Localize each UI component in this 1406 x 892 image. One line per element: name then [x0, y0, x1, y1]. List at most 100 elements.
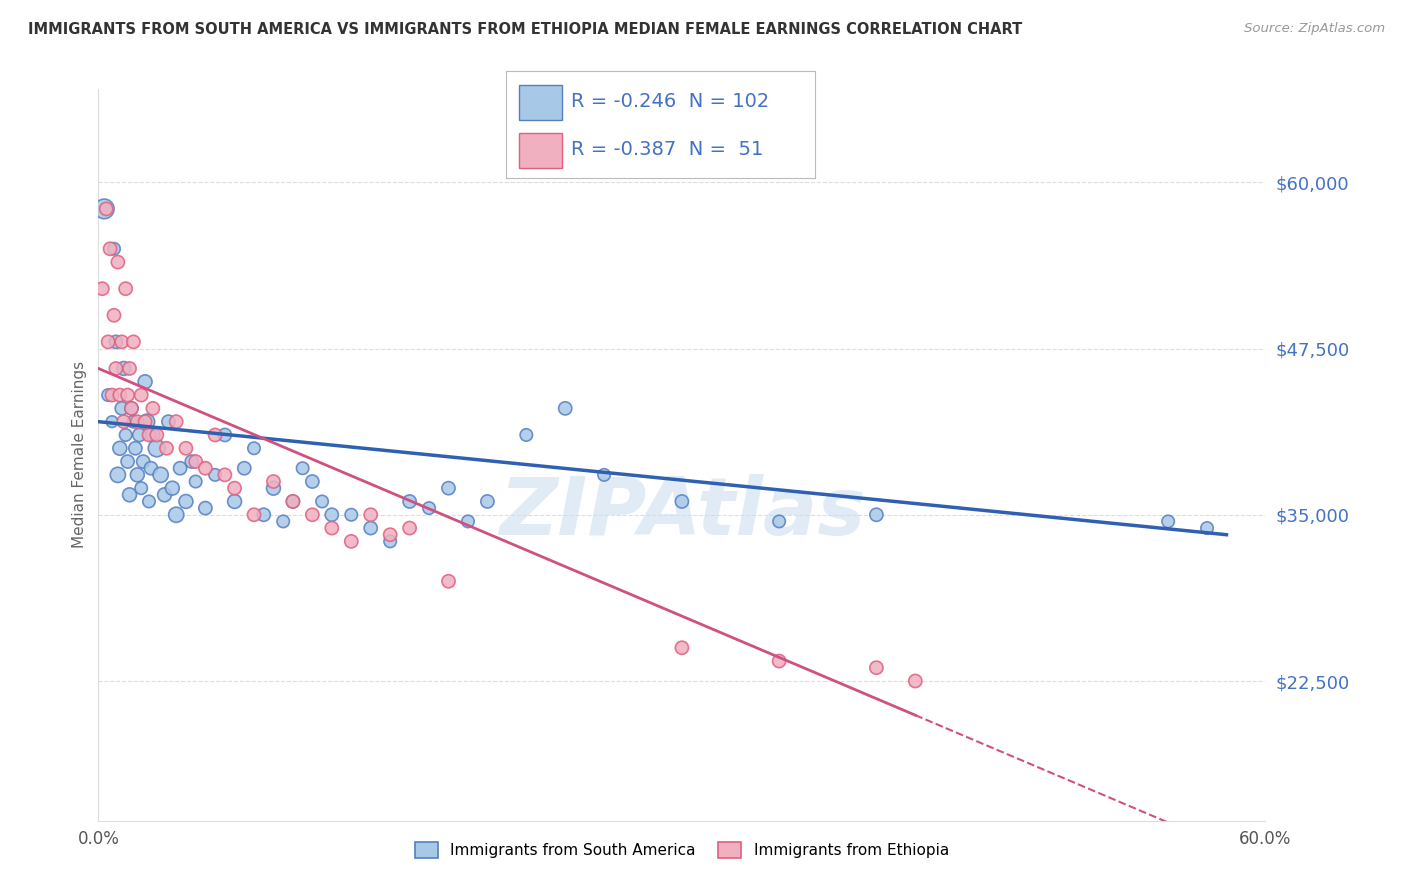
Point: [291, 461, 314, 475]
Point: [138, 428, 160, 442]
Point: [262, 475, 284, 489]
Point: [155, 442, 177, 456]
Point: [477, 494, 499, 508]
Point: [96, 202, 118, 216]
Text: R = -0.387  N =  51: R = -0.387 N = 51: [571, 140, 763, 159]
Point: [174, 494, 197, 508]
Point: [253, 508, 276, 522]
Point: [169, 461, 191, 475]
Point: [437, 481, 460, 495]
Point: [204, 428, 226, 442]
Point: [107, 467, 129, 482]
Point: [146, 442, 169, 456]
Point: [1157, 515, 1180, 529]
Point: [122, 334, 145, 349]
Point: [103, 308, 125, 322]
Point: [340, 534, 363, 549]
Point: [149, 467, 172, 482]
Point: [129, 388, 152, 402]
Point: [134, 415, 156, 429]
Point: [340, 508, 363, 522]
Point: [132, 454, 155, 468]
Point: [142, 401, 165, 416]
Point: [301, 475, 323, 489]
Point: [271, 515, 294, 529]
Point: [121, 401, 143, 416]
Point: [127, 467, 149, 482]
Point: [437, 574, 460, 589]
Point: [768, 654, 790, 668]
Point: [214, 467, 236, 482]
Point: [118, 488, 141, 502]
Point: [515, 428, 537, 442]
Point: [194, 461, 217, 475]
Point: [360, 521, 382, 535]
Point: [554, 401, 576, 416]
Point: [184, 475, 207, 489]
Point: [865, 661, 887, 675]
Point: [398, 494, 420, 508]
Point: [97, 388, 120, 402]
Point: [112, 415, 135, 429]
Point: [593, 467, 616, 482]
Point: [165, 508, 187, 522]
Point: [281, 494, 304, 508]
Point: [281, 494, 304, 508]
Point: [107, 255, 129, 269]
Point: [165, 415, 187, 429]
Point: [101, 388, 124, 402]
Point: [321, 508, 343, 522]
Point: [321, 521, 343, 535]
Point: [129, 481, 152, 495]
Point: [243, 442, 266, 456]
Point: [157, 415, 180, 429]
Point: [671, 494, 693, 508]
Point: [146, 428, 169, 442]
Point: [224, 481, 246, 495]
Point: [104, 334, 127, 349]
Point: [98, 242, 121, 256]
Point: [114, 282, 136, 296]
Point: [122, 415, 145, 429]
Point: [124, 442, 146, 456]
Point: [262, 481, 284, 495]
Point: [121, 401, 143, 416]
Point: [184, 454, 207, 468]
Point: [174, 442, 197, 456]
Point: [111, 334, 134, 349]
Point: [97, 334, 120, 349]
Point: [117, 454, 139, 468]
Point: [127, 415, 149, 429]
Point: [457, 515, 479, 529]
Point: [153, 488, 176, 502]
Point: [117, 388, 139, 402]
Point: [114, 428, 136, 442]
Point: [139, 461, 162, 475]
Point: [93, 202, 115, 216]
Y-axis label: Median Female Earnings: Median Female Earnings: [72, 361, 87, 549]
Point: [108, 388, 131, 402]
Point: [243, 508, 266, 522]
Legend: Immigrants from South America, Immigrants from Ethiopia: Immigrants from South America, Immigrant…: [409, 836, 955, 864]
Point: [138, 494, 160, 508]
Point: [194, 501, 217, 516]
Point: [398, 521, 420, 535]
Point: [671, 640, 693, 655]
Text: IMMIGRANTS FROM SOUTH AMERICA VS IMMIGRANTS FROM ETHIOPIA MEDIAN FEMALE EARNINGS: IMMIGRANTS FROM SOUTH AMERICA VS IMMIGRA…: [28, 22, 1022, 37]
Point: [233, 461, 256, 475]
Point: [360, 508, 382, 522]
Point: [162, 481, 184, 495]
Point: [380, 534, 402, 549]
Point: [224, 494, 246, 508]
Point: [108, 442, 131, 456]
Point: [136, 415, 159, 429]
Point: [418, 501, 440, 516]
Point: [301, 508, 323, 522]
Point: [91, 282, 114, 296]
Point: [865, 508, 887, 522]
Point: [128, 428, 150, 442]
Point: [904, 673, 927, 688]
Bar: [519, 86, 562, 120]
Point: [112, 361, 135, 376]
Point: [180, 454, 202, 468]
